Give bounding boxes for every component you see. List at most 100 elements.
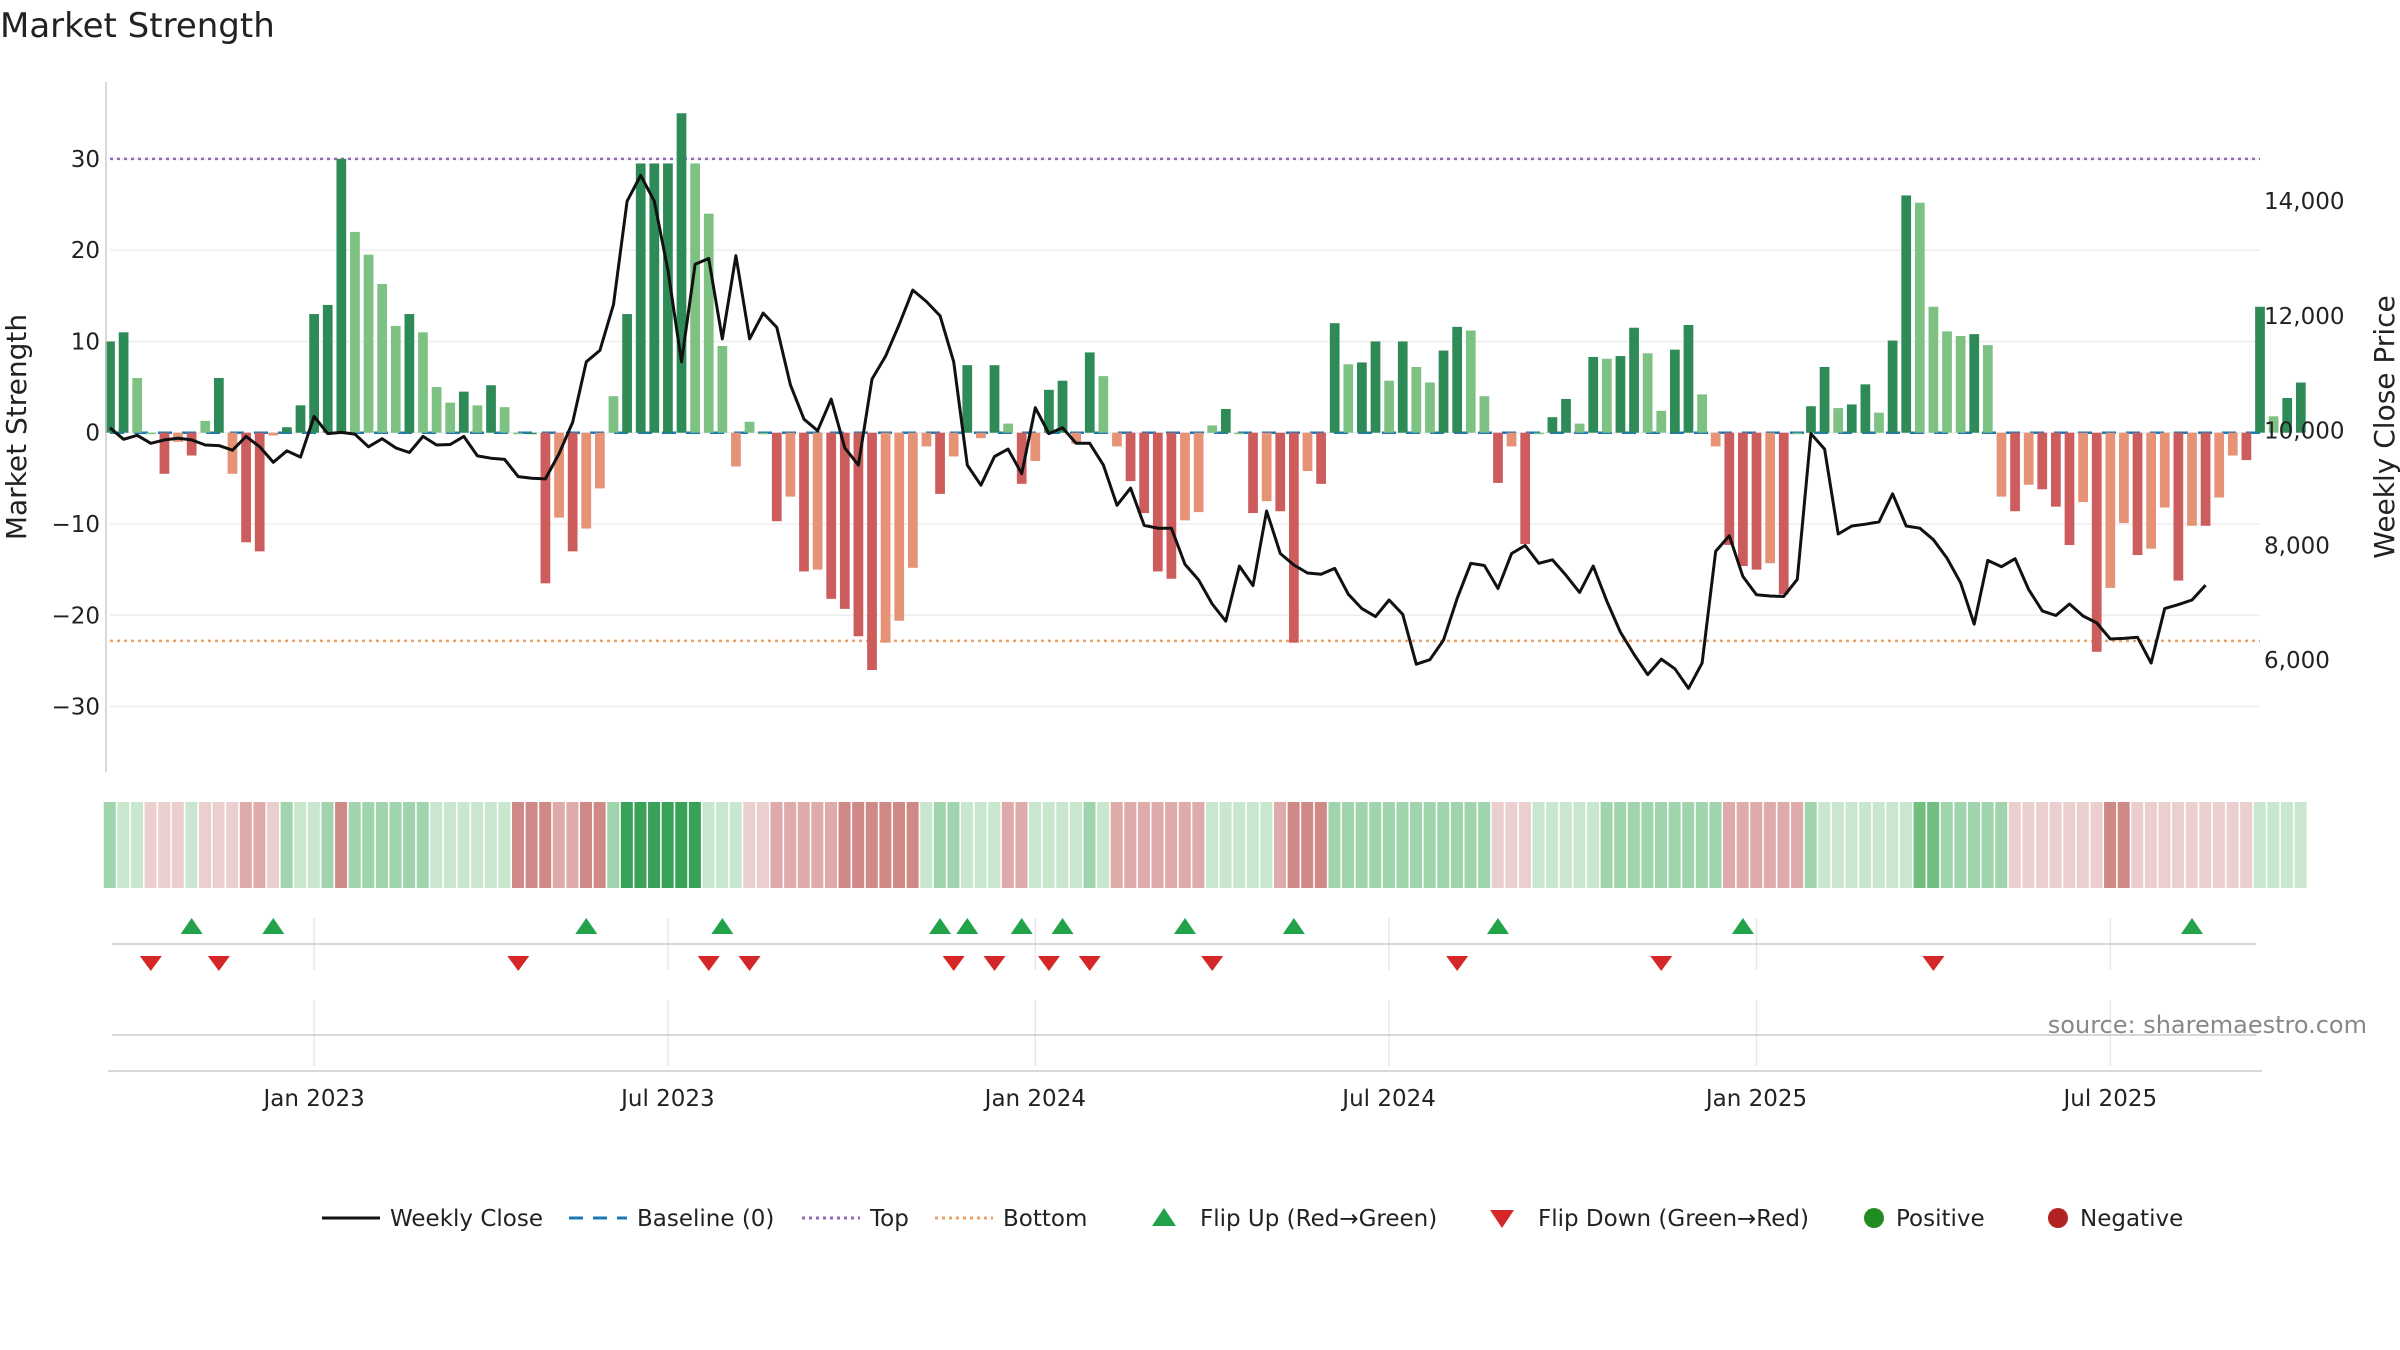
state-band-cell bbox=[267, 802, 280, 888]
state-band-cell bbox=[1478, 802, 1491, 888]
x-tick-label: Jan 2025 bbox=[1704, 1086, 1807, 1112]
state-band-cell bbox=[1396, 802, 1409, 888]
strength-bar bbox=[703, 213, 714, 433]
state-band-cell bbox=[2226, 802, 2239, 888]
strength-bar bbox=[622, 314, 632, 433]
state-band-cell bbox=[280, 802, 293, 888]
state-band-cell bbox=[239, 802, 252, 888]
state-band-cell bbox=[403, 802, 416, 888]
state-band-cell bbox=[1777, 802, 1790, 888]
strength-bar bbox=[2227, 432, 2238, 456]
strength-bar bbox=[1914, 202, 1925, 433]
strength-bar bbox=[690, 163, 700, 433]
state-band-cell bbox=[1273, 802, 1287, 888]
state-band-cell bbox=[362, 802, 375, 888]
legend-label: Negative bbox=[2080, 1206, 2183, 1232]
weekly-close-layer bbox=[109, 173, 2207, 690]
state-band-cell bbox=[2267, 802, 2280, 888]
state-band-cell bbox=[144, 802, 157, 888]
strength-bar bbox=[1819, 367, 1830, 433]
state-band-cell bbox=[335, 802, 348, 888]
state-band-cell bbox=[1546, 802, 1559, 888]
y-tick-right-label: 12,000 bbox=[2264, 304, 2344, 330]
axes: 30 20 10 0 −10 −20 −30 14,000 12,000 10,000 8,000 6… bbox=[51, 82, 2344, 1112]
y-tick-left-label: −10 bbox=[51, 512, 100, 538]
state-band-cell bbox=[226, 802, 239, 888]
state-band-cell bbox=[974, 802, 987, 888]
state-band-cell bbox=[307, 802, 320, 888]
state-band-cell bbox=[865, 802, 878, 888]
state-band-cell bbox=[511, 802, 524, 888]
state-band-cell bbox=[2049, 802, 2062, 888]
state-band-cell bbox=[1886, 802, 1899, 888]
y-tick-right-label: 6,000 bbox=[2264, 648, 2330, 674]
strength-bar bbox=[839, 432, 850, 609]
legend-swatch bbox=[1864, 1208, 1884, 1228]
strength-bar bbox=[1493, 432, 1503, 483]
state-band-cell bbox=[212, 802, 225, 888]
state-band-cell bbox=[2131, 802, 2144, 888]
state-band-cell bbox=[498, 802, 511, 888]
legend-item: Baseline (0) bbox=[569, 1206, 774, 1232]
strength-bar bbox=[540, 432, 551, 584]
legend-swatch bbox=[1152, 1208, 1176, 1226]
legend-swatch bbox=[2048, 1208, 2068, 1228]
strength-bar bbox=[635, 163, 646, 433]
strength-bar bbox=[1030, 432, 1041, 462]
state-band-cell bbox=[1655, 802, 1668, 888]
strength-bar bbox=[2255, 306, 2265, 433]
strength-bar bbox=[2282, 398, 2293, 433]
strength-bar bbox=[1438, 350, 1449, 433]
strength-bar bbox=[1969, 334, 1980, 433]
legend-label: Flip Down (Green→Red) bbox=[1538, 1206, 1809, 1232]
strength-bar bbox=[1220, 408, 1231, 433]
strength-bar bbox=[200, 420, 211, 433]
strength-bar bbox=[486, 385, 496, 433]
strength-bar bbox=[1887, 340, 1898, 433]
strength-bar bbox=[1710, 432, 1721, 447]
strength-bar bbox=[363, 254, 374, 433]
strength-bar bbox=[567, 432, 578, 552]
chart-title: Market Strength bbox=[0, 6, 275, 46]
state-band-cell bbox=[1723, 802, 1736, 888]
strength-bar bbox=[1738, 432, 1748, 566]
state-band-cell bbox=[1641, 802, 1654, 888]
state-band-cell bbox=[2117, 802, 2130, 888]
strength-bar bbox=[1411, 367, 1422, 433]
state-band-cell bbox=[1137, 802, 1150, 888]
state-band-cell bbox=[743, 802, 756, 888]
state-band-cell bbox=[1927, 802, 1940, 888]
state-band-cell bbox=[988, 802, 1001, 888]
strength-bar bbox=[1670, 349, 1680, 433]
strength-bar bbox=[309, 314, 319, 433]
state-band-cell bbox=[675, 802, 688, 888]
strength-bar bbox=[1656, 410, 1667, 433]
strength-bar bbox=[1928, 306, 1939, 433]
state-band-cell bbox=[1750, 802, 1763, 888]
x-tick-label: Jan 2024 bbox=[983, 1086, 1086, 1112]
strength-bar bbox=[799, 432, 809, 572]
legend-label: Top bbox=[869, 1206, 909, 1232]
y-tick-left-label: 10 bbox=[71, 329, 100, 355]
flip-markers bbox=[139, 918, 2203, 971]
state-band-cell bbox=[1450, 802, 1463, 888]
state-band-cell bbox=[525, 802, 538, 888]
strength-bar bbox=[350, 231, 360, 433]
legend-item: Flip Down (Green→Red) bbox=[1490, 1206, 1809, 1232]
flip-down-marker bbox=[1201, 956, 1224, 971]
strength-bar bbox=[499, 407, 510, 433]
state-band-cell bbox=[198, 802, 212, 888]
state-band-cell bbox=[906, 802, 919, 888]
strength-bar bbox=[1806, 406, 1816, 433]
strength-bar bbox=[1982, 345, 1993, 433]
strength-bar bbox=[472, 405, 483, 433]
flip-down-marker bbox=[942, 956, 965, 971]
state-band-cell bbox=[2008, 802, 2021, 888]
strength-bar bbox=[948, 432, 959, 457]
y-tick-right-label: 10,000 bbox=[2264, 419, 2344, 445]
strength-bar bbox=[1833, 408, 1844, 433]
state-band-cell bbox=[1518, 802, 1531, 888]
strength-bar bbox=[812, 432, 823, 570]
state-band-cell bbox=[892, 802, 906, 888]
state-band-cell bbox=[920, 802, 933, 888]
